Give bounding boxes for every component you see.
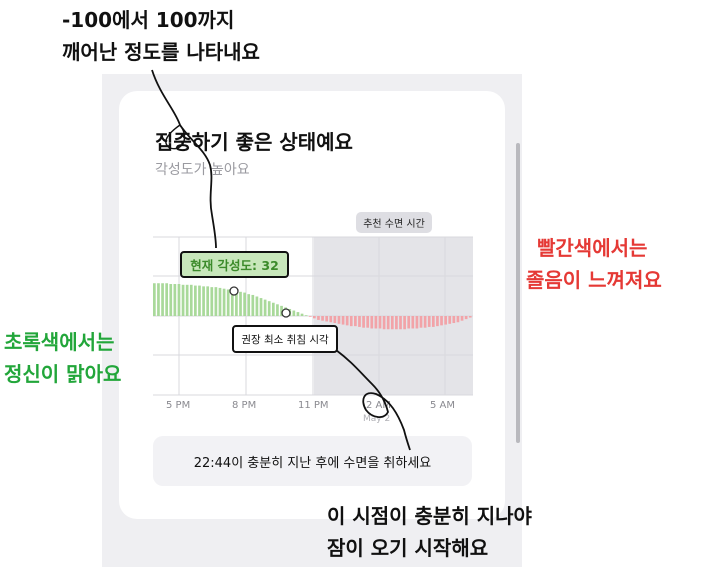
bar-19 xyxy=(230,290,234,316)
bar-38 xyxy=(308,316,312,317)
bar-77 xyxy=(468,316,472,318)
annotation-point-2: 잠이 오기 시작해요 xyxy=(327,536,489,560)
bar-31 xyxy=(280,305,283,316)
bar-4 xyxy=(169,284,173,316)
bar-75 xyxy=(460,316,464,321)
bar-20 xyxy=(235,291,238,316)
bar-37 xyxy=(304,315,308,316)
annotation-green-2: 정신이 맑아요 xyxy=(4,362,122,386)
tick-2am: 2 AM xyxy=(366,400,392,411)
bar-8 xyxy=(185,284,189,316)
bar-9 xyxy=(189,284,193,316)
bar-34 xyxy=(292,310,296,316)
bar-41 xyxy=(321,316,324,321)
current-alertness-label: 현재 각성도: 32 xyxy=(180,251,289,278)
bar-42 xyxy=(325,316,329,322)
scrollbar[interactable] xyxy=(516,143,520,443)
bar-61 xyxy=(403,316,406,330)
bar-56 xyxy=(382,316,386,330)
annotation-red-2: 졸음이 느껴져요 xyxy=(526,268,662,292)
bar-74 xyxy=(456,316,460,323)
bar-35 xyxy=(296,312,300,316)
bar-76 xyxy=(464,316,468,320)
bar-49 xyxy=(354,316,357,327)
advice-box: 22:44이 충분히 지난 후에 수면을 취하세요 xyxy=(153,436,472,486)
bar-5 xyxy=(173,284,177,316)
bar-66 xyxy=(423,316,427,328)
bar-15 xyxy=(214,287,218,316)
bar-70 xyxy=(440,316,443,326)
bar-21 xyxy=(239,291,242,316)
bar-65 xyxy=(419,316,423,328)
annotation-red-1: 빨간색에서는 xyxy=(537,236,648,260)
tick-8pm: 8 PM xyxy=(232,400,257,411)
bar-44 xyxy=(333,316,337,324)
bar-29 xyxy=(271,302,275,316)
date-tick: May 2 xyxy=(363,414,391,424)
bar-73 xyxy=(452,316,456,324)
bar-3 xyxy=(165,283,169,316)
bar-26 xyxy=(259,298,263,316)
bar-43 xyxy=(329,316,333,323)
bar-45 xyxy=(337,316,341,324)
recommended-sleep-label: 추천 수면 시간 xyxy=(356,212,432,233)
bar-58 xyxy=(390,316,394,330)
bar-10 xyxy=(194,285,197,316)
bar-12 xyxy=(202,286,205,316)
bar-53 xyxy=(370,316,374,329)
annotation-range-1: -100에서 100까지 xyxy=(62,8,235,32)
bar-59 xyxy=(395,316,398,330)
min-sleep-point-marker xyxy=(281,308,291,318)
bar-52 xyxy=(366,316,370,328)
tick-11pm: 11 PM xyxy=(298,400,329,411)
bar-13 xyxy=(206,286,210,316)
bar-30 xyxy=(276,304,279,316)
bar-51 xyxy=(362,316,365,328)
bar-60 xyxy=(399,316,402,330)
chart-bars xyxy=(153,283,472,330)
bar-39 xyxy=(313,316,316,319)
bar-11 xyxy=(198,285,201,316)
bar-22 xyxy=(243,292,246,316)
bar-50 xyxy=(358,316,361,327)
bar-14 xyxy=(210,287,214,316)
bar-40 xyxy=(317,316,320,320)
bar-36 xyxy=(300,313,304,316)
bar-64 xyxy=(415,316,419,329)
annotation-point-1: 이 시점이 충분히 지나야 xyxy=(327,504,532,528)
bar-1 xyxy=(157,283,160,316)
bar-18 xyxy=(226,289,230,316)
current-point-marker xyxy=(229,286,239,296)
bar-69 xyxy=(436,316,439,327)
bar-16 xyxy=(218,287,222,316)
bar-48 xyxy=(349,316,353,327)
bar-7 xyxy=(181,284,185,316)
bar-6 xyxy=(177,284,181,316)
bar-46 xyxy=(341,316,345,325)
bar-62 xyxy=(407,316,411,329)
bar-23 xyxy=(247,294,251,316)
bar-72 xyxy=(448,316,452,324)
min-sleep-time-label: 권장 최소 취침 시각 xyxy=(232,325,338,353)
bar-54 xyxy=(374,316,378,329)
bar-2 xyxy=(161,283,164,316)
bar-68 xyxy=(431,316,435,327)
tick-5pm: 5 PM xyxy=(166,400,191,411)
tick-5am: 5 AM xyxy=(430,400,456,411)
bar-27 xyxy=(263,299,267,316)
bar-25 xyxy=(255,296,259,316)
bar-47 xyxy=(345,316,349,326)
bar-55 xyxy=(378,316,382,329)
annotation-green-1: 초록색에서는 xyxy=(4,330,115,354)
bar-28 xyxy=(267,301,271,316)
bar-63 xyxy=(411,316,415,329)
bar-17 xyxy=(222,288,226,316)
bar-24 xyxy=(251,294,255,316)
bar-67 xyxy=(427,316,431,327)
bar-71 xyxy=(444,316,447,325)
bar-57 xyxy=(386,316,390,330)
annotation-range-2: 깨어난 정도를 나타내요 xyxy=(62,40,260,64)
bar-0 xyxy=(153,283,156,316)
